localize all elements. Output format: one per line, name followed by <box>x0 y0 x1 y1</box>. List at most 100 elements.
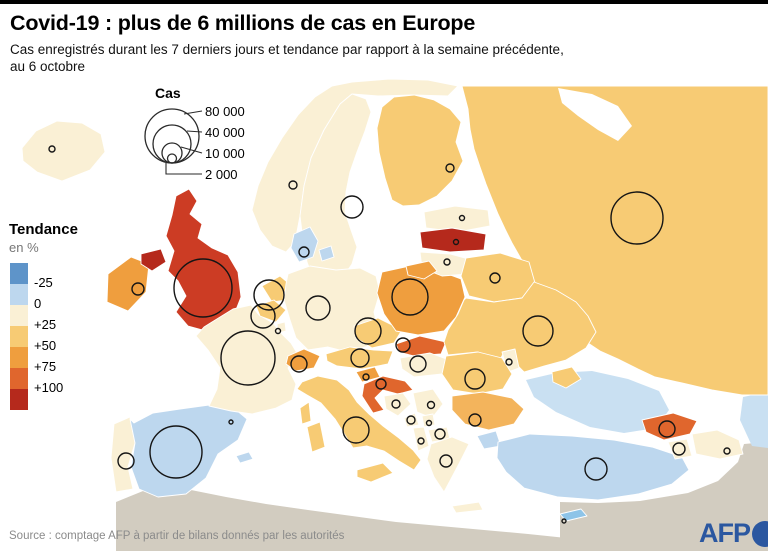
case-circle-andorra <box>228 419 234 425</box>
cases-legend-circles <box>144 108 200 164</box>
trend-swatch-6 <box>10 389 28 410</box>
case-circle-denmark <box>298 246 310 258</box>
trend-swatch-4 <box>10 347 28 368</box>
country-romania <box>441 351 513 395</box>
country-northern-ireland <box>140 248 167 272</box>
case-circle-lithuania <box>443 258 451 266</box>
page-title: Covid-19 : plus de 6 millions de cas en … <box>10 11 476 35</box>
case-circle-norway <box>288 180 298 190</box>
country-austria <box>325 346 394 370</box>
afp-logo-text: AFP <box>699 518 751 548</box>
case-circle-ireland <box>131 282 145 296</box>
case-circle-hungary <box>409 355 427 373</box>
source-note: Source : comptage AFP à partir de bilans… <box>9 530 345 542</box>
case-circle-georgia <box>658 420 676 438</box>
case-circle-luxembourg <box>274 327 282 335</box>
case-circle-azerbaijan <box>723 447 731 455</box>
country-crete <box>451 501 484 514</box>
case-circle-iceland <box>48 145 56 153</box>
trend-swatch-3 <box>10 326 28 347</box>
case-circle-kosovo <box>425 419 433 427</box>
country-sicily <box>356 462 394 483</box>
land-north-africa <box>116 489 768 551</box>
country-iceland <box>21 120 106 182</box>
trend-tick-label: -25 <box>34 275 53 290</box>
case-circle-estonia <box>458 214 466 222</box>
case-circle-finland <box>445 163 455 173</box>
case-circle-cyprus <box>561 518 567 524</box>
country-bosnia <box>383 392 412 417</box>
trend-tick-label: +75 <box>34 359 57 374</box>
country-italy <box>296 375 422 471</box>
country-sweden <box>299 93 372 289</box>
trend-tick-label: +100 <box>34 380 64 395</box>
case-circle-bulgaria <box>468 413 482 427</box>
case-circle-croatia <box>375 378 387 390</box>
country-croatia <box>361 375 414 414</box>
country-switzerland <box>285 348 321 372</box>
case-circle-greece <box>439 454 453 468</box>
country-montenegro <box>403 412 420 428</box>
case-circle-austria <box>350 348 370 368</box>
case-circle-bosnia <box>391 399 401 409</box>
country-ukraine <box>443 281 597 373</box>
country-luxembourg <box>276 321 287 334</box>
case-circle-sweden <box>340 195 364 219</box>
case-circle-belgium <box>250 303 276 329</box>
case-circle-armenia <box>672 442 686 456</box>
subtitle-line-2: au 6 octobre <box>10 59 86 74</box>
case-circle-italy <box>342 416 370 444</box>
trend-legend-title: Tendance <box>9 221 78 238</box>
subtitle-line-1: Cas enregistrés durant les 7 derniers jo… <box>10 42 564 57</box>
case-circle-albania <box>417 437 425 445</box>
case-circle-portugal <box>117 452 135 470</box>
country-albania <box>412 426 430 452</box>
top-bar <box>0 0 768 4</box>
country-denmark <box>290 226 319 263</box>
trend-tick-label: +25 <box>34 317 57 332</box>
case-circle-netherlands <box>253 279 285 311</box>
country-greece <box>426 436 470 493</box>
country-czech-republic <box>353 317 403 349</box>
cases-legend-value: 10 000 <box>205 146 245 161</box>
case-circle-ukraine <box>522 315 554 347</box>
case-circle-slovakia <box>395 337 411 353</box>
case-circle-north_macedonia <box>434 428 446 440</box>
trend-legend-bar: -25 0 +25 +50 +75 +100 <box>10 263 80 410</box>
trend-swatch-0 <box>10 263 28 284</box>
country-finland <box>376 94 464 207</box>
trend-tick-label: +50 <box>34 338 57 353</box>
case-circle-united_kingdom <box>173 258 233 318</box>
country-balearic-islands <box>235 451 254 464</box>
case-circle-slovenia <box>362 373 370 381</box>
country-corsica <box>299 401 312 425</box>
cases-legend-value: 80 000 <box>205 104 245 119</box>
cases-legend-title: Cas <box>155 85 181 101</box>
cases-legend-value: 2 000 <box>205 167 238 182</box>
case-circle-czech_republic <box>354 317 382 345</box>
caspian-sea <box>740 392 768 448</box>
case-circle-poland <box>391 278 429 316</box>
afp-logo-dot-icon <box>752 520 768 547</box>
white-sea <box>558 88 632 141</box>
country-bulgaria <box>451 391 525 431</box>
country-estonia <box>423 205 491 233</box>
country-sardinia <box>306 421 326 453</box>
country-ireland <box>106 256 150 312</box>
case-circle-montenegro <box>406 415 416 425</box>
land-middle-east <box>560 442 768 551</box>
country-latvia <box>419 227 487 253</box>
case-circle-germany <box>305 295 331 321</box>
case-circle-serbia <box>426 400 436 410</box>
case-circle-latvia <box>452 238 460 246</box>
page-subtitle: Cas enregistrés durant les 7 derniers jo… <box>10 41 710 75</box>
trend-legend-swatches <box>10 263 80 410</box>
trend-swatch-2 <box>10 305 28 326</box>
case-circle-france <box>220 330 276 386</box>
country-belarus <box>460 252 536 303</box>
trend-tick-label: 0 <box>34 296 42 311</box>
trend-swatch-1 <box>10 284 28 305</box>
case-circles-layer <box>48 145 731 524</box>
